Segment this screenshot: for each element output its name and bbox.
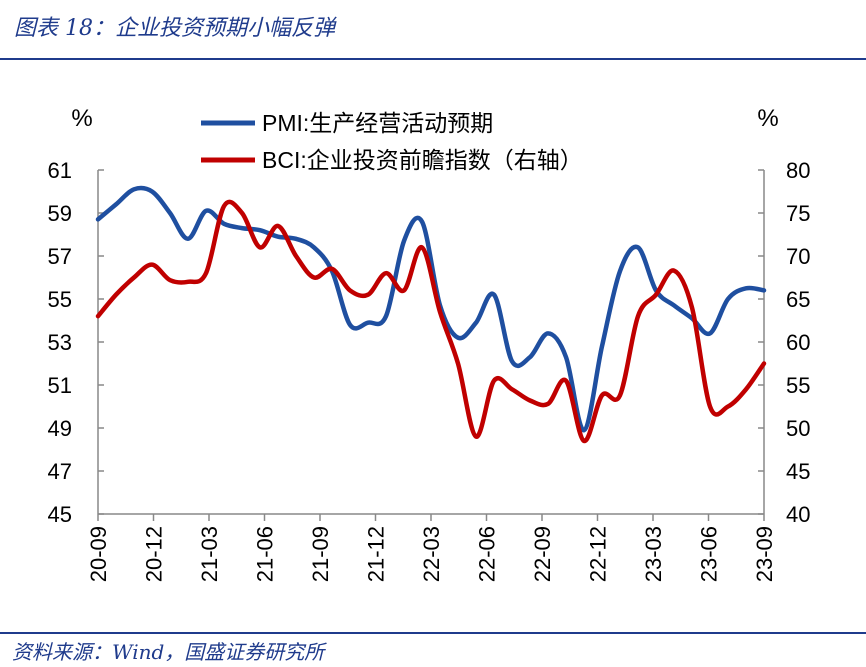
x-tick-label: 21-03 bbox=[197, 526, 222, 582]
right-tick-label: 75 bbox=[786, 201, 810, 226]
right-tick-label: 70 bbox=[786, 244, 810, 269]
figure-title: 图表 18：企业投资预期小幅反弹 bbox=[14, 16, 335, 41]
right-axis-unit: % bbox=[757, 105, 778, 132]
left-axis-unit: % bbox=[71, 105, 92, 132]
left-tick-label: 55 bbox=[48, 287, 72, 312]
left-tick-label: 49 bbox=[48, 416, 72, 441]
right-tick-label: 55 bbox=[786, 373, 810, 398]
left-tick-label: 57 bbox=[48, 244, 72, 269]
bci-series-line bbox=[95, 199, 767, 444]
right-tick-label: 50 bbox=[786, 416, 810, 441]
figure-source: 资料来源：Wind，国盛证券研究所 bbox=[12, 640, 325, 664]
series-lines bbox=[95, 185, 767, 444]
right-tick-label: 65 bbox=[786, 287, 810, 312]
left-tick-label: 53 bbox=[48, 330, 72, 355]
x-tick-label: 22-09 bbox=[530, 526, 555, 582]
x-tick-label: 23-06 bbox=[697, 526, 722, 582]
left-tick-label: 61 bbox=[48, 158, 72, 183]
x-tick-label: 20-12 bbox=[142, 526, 167, 582]
x-tick-label: 23-03 bbox=[641, 526, 666, 582]
legend-pmi-label: PMI:生产经营活动预期 bbox=[262, 110, 493, 136]
left-tick-label: 45 bbox=[48, 502, 72, 527]
x-tick-label: 23-09 bbox=[752, 526, 777, 582]
x-tick-label: 21-09 bbox=[308, 526, 333, 582]
title-rule bbox=[0, 58, 866, 60]
right-tick-label: 60 bbox=[786, 330, 810, 355]
axes: 61 59 57 55 53 51 49 47 45 80 75 70 65 60 55 50 45 40 20-0… bbox=[48, 158, 811, 582]
x-tick-label: 22-03 bbox=[419, 526, 444, 582]
left-tick-label: 51 bbox=[48, 373, 72, 398]
legend-bci-label: BCI:企业投资前瞻指数（右轴） bbox=[262, 147, 583, 173]
x-tick-label: 20-09 bbox=[86, 526, 111, 582]
right-tick-label: 45 bbox=[786, 459, 810, 484]
pmi-series-line bbox=[95, 185, 767, 433]
x-tick-label: 21-06 bbox=[253, 526, 278, 582]
source-rule bbox=[0, 632, 866, 634]
x-tick-label: 22-12 bbox=[586, 526, 611, 582]
left-tick-label: 59 bbox=[48, 201, 72, 226]
left-tick-label: 47 bbox=[48, 459, 72, 484]
right-tick-label: 40 bbox=[786, 502, 810, 527]
x-tick-label: 21-12 bbox=[364, 526, 389, 582]
right-tick-label: 80 bbox=[786, 158, 810, 183]
x-tick-label: 22-06 bbox=[475, 526, 500, 582]
